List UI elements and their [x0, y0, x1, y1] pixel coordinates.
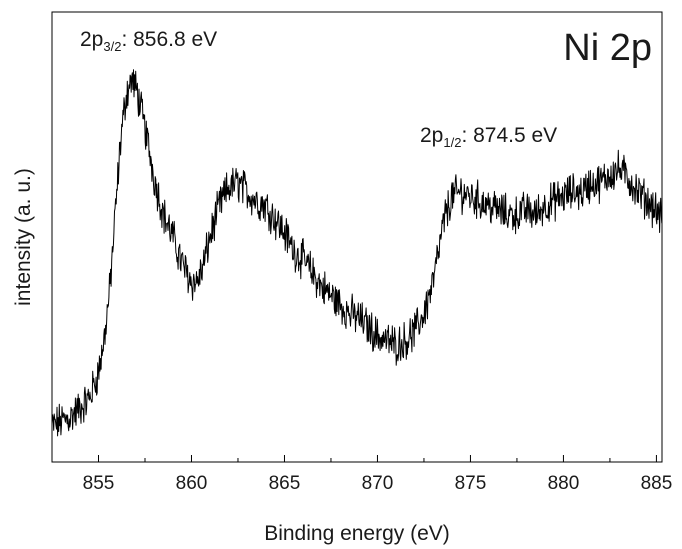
- peak-annotation-2p1-2: 2p1/2: 874.5 eV: [420, 124, 557, 150]
- x-tick-label: 880: [548, 473, 580, 494]
- x-tick-label: 855: [83, 473, 115, 494]
- chart-title: Ni 2p: [563, 27, 652, 69]
- x-tick-label: 865: [269, 473, 301, 494]
- ni-2p-spectrum-line: [51, 69, 663, 437]
- x-tick-label: 885: [641, 473, 673, 494]
- peak-annotation-2p3-2: 2p3/2: 856.8 eV: [80, 28, 217, 54]
- x-axis-label: Binding energy (eV): [264, 522, 450, 545]
- x-axis-ticks: 855 860 865 870 875 880 885: [51, 455, 673, 494]
- y-axis-label: intensity (a. u.): [12, 168, 35, 306]
- x-tick-label: 875: [455, 473, 487, 494]
- x-tick-label: 870: [362, 473, 394, 494]
- x-tick-label: 860: [176, 473, 208, 494]
- plot-frame: [51, 11, 663, 463]
